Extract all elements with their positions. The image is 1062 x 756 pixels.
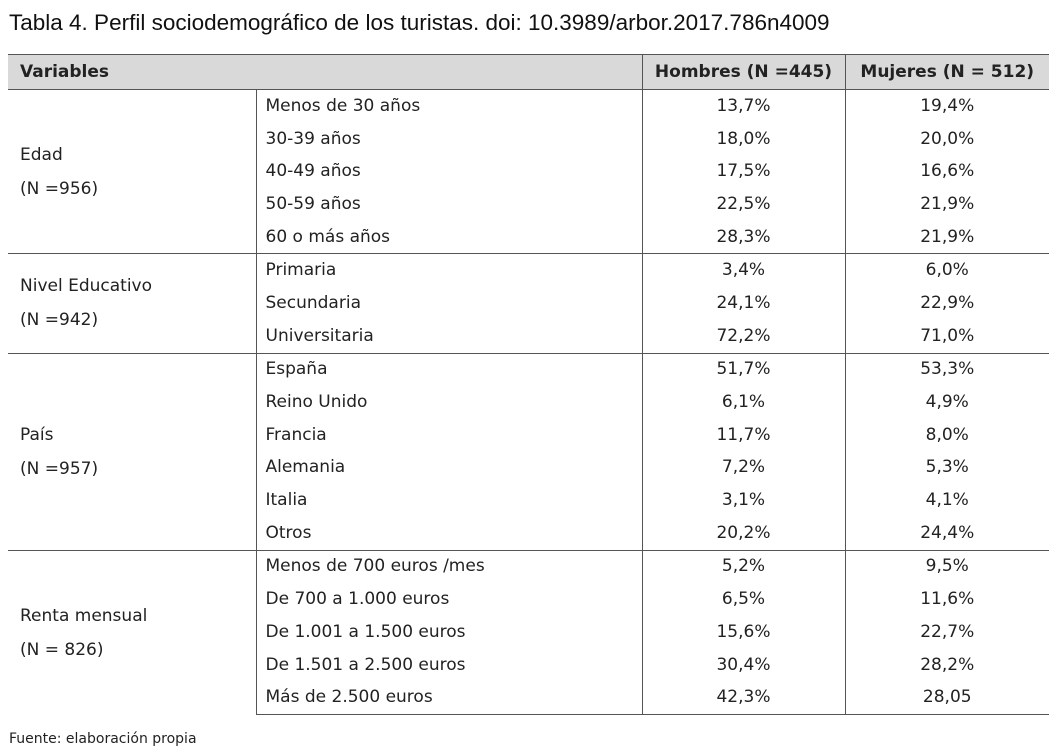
row-label: España [256, 352, 642, 387]
group-name: Renta mensual [20, 605, 148, 626]
row-label: Francia [265, 424, 327, 445]
hombres-value: 30,4% [641, 648, 845, 682]
hombres-value: 11,7% [641, 418, 845, 452]
row-label: Alemania [265, 457, 346, 478]
mujeres-value: 6,0% [844, 253, 1049, 288]
table-row: País (N =957) España 51,7% 53,3% [8, 352, 1049, 551]
header-hombres: Hombres (N =445) [641, 54, 845, 90]
mujeres-value: 4,1% [844, 484, 1049, 517]
hombres-value: 6,1% [641, 386, 845, 419]
group-cell: Nivel Educativo (N =942) [8, 253, 257, 353]
source-note: Fuente: elaboración propia [9, 731, 197, 747]
row-label: 50-59 años [265, 193, 361, 214]
header-row: Variables Hombres (N =445) Mujeres (N = … [8, 54, 1049, 90]
table-row: De 1.001 a 1.500 euros 15,6% 22,7% [8, 616, 1049, 649]
table-row: Secundaria 24,1% 22,9% [8, 287, 1049, 320]
group-cell: País (N =957) [8, 352, 257, 551]
table-row: Edad (N =956) Menos de 30 años 13,7% 19,4% [8, 88, 1049, 254]
mujeres-value: 8,0% [844, 418, 1049, 452]
table-row: Otros 20,2% 24,4% [8, 516, 1049, 551]
group-cell: Renta mensual (N = 826) [8, 549, 257, 715]
hombres-value: 22,5% [641, 188, 845, 221]
hombres-value: 7,2% [641, 451, 845, 485]
hombres-value: 18,0% [641, 122, 845, 156]
mujeres-value: 11,6% [844, 583, 1049, 616]
table-row: Nivel Educativo (N =942) Primaria 3,4% 6,0% [8, 253, 1049, 353]
mujeres-value: 9,5% [844, 549, 1049, 584]
mujeres-value: 28,2% [844, 648, 1049, 682]
row-label: 60 o más años [256, 220, 642, 255]
hombres-value: 13,7% [641, 88, 845, 123]
hombres-value: 17,5% [641, 155, 845, 189]
group-cell: Edad (N =956) [8, 88, 257, 254]
row-label: Universitaria [256, 319, 642, 354]
table-row: Francia 11,7% 8,0% [8, 418, 1049, 452]
table-row: 30-39 años 18,0% 20,0% [8, 122, 1049, 156]
hombres-value: 72,2% [641, 319, 845, 354]
hombres-value: 3,4% [641, 253, 845, 288]
table-row: Reino Unido 6,1% 4,9% [8, 386, 1049, 419]
table-title: Tabla 4. Perfil sociodemográfico de los … [9, 10, 830, 35]
row-label: Secundaria [265, 292, 361, 313]
row-label: Menos de 30 años [256, 88, 642, 123]
hombres-value: 3,1% [641, 484, 845, 517]
table-row: Renta mensual (N = 826) Menos de 700 euros… [8, 549, 1049, 715]
row-label: De 1.001 a 1.500 euros [265, 621, 466, 642]
row-label: Más de 2.500 euros [256, 681, 642, 716]
sociodemographic-table: Variables Hombres (N =445) Mujeres (N = … [8, 54, 1049, 716]
table-row: Más de 2.500 euros 42,3% 28,05 [8, 681, 1049, 716]
mujeres-value: 71,0% [844, 319, 1049, 354]
table-row: 50-59 años 22,5% 21,9% [8, 188, 1049, 221]
table-row: De 700 a 1.000 euros 6,5% 11,6% [8, 583, 1049, 616]
header-variables: Variables [8, 54, 642, 90]
group-name: País [20, 424, 54, 445]
hombres-value: 24,1% [641, 287, 845, 320]
group-count: (N =942) [20, 310, 99, 331]
row-label: De 1.501 a 2.500 euros [265, 654, 466, 675]
mujeres-value: 24,4% [844, 516, 1049, 551]
table-row: De 1.501 a 2.500 euros 30,4% 28,2% [8, 648, 1049, 682]
hombres-value: 15,6% [641, 616, 845, 649]
group-count: (N = 826) [20, 639, 104, 660]
table-header: Variables Hombres (N =445) Mujeres (N = … [8, 54, 1049, 90]
hombres-value: 28,3% [641, 220, 845, 255]
table-body: Edad (N =956) Menos de 30 años 13,7% 19,4% 30… [8, 88, 1049, 716]
row-label: Primaria [256, 253, 642, 288]
hombres-value: 51,7% [641, 352, 845, 387]
group-count: (N =957) [20, 458, 99, 479]
hombres-value: 5,2% [641, 549, 845, 584]
table-row: 60 o más años 28,3% 21,9% [8, 220, 1049, 255]
table-row: Universitaria 72,2% 71,0% [8, 319, 1049, 354]
group-count: (N =956) [20, 178, 99, 199]
hombres-value: 42,3% [641, 681, 845, 716]
mujeres-value: 53,3% [844, 352, 1049, 387]
group-name: Nivel Educativo [20, 276, 153, 297]
row-label: 30-39 años [265, 128, 361, 149]
row-label: Menos de 700 euros /mes [256, 549, 642, 584]
mujeres-value: 22,7% [844, 616, 1049, 649]
row-label: Reino Unido [265, 392, 368, 413]
row-label: Otros [256, 516, 642, 551]
table-row: Italia 3,1% 4,1% [8, 484, 1049, 517]
mujeres-value: 22,9% [844, 287, 1049, 320]
hombres-value: 6,5% [641, 583, 845, 616]
mujeres-value: 21,9% [844, 220, 1049, 255]
mujeres-value: 28,05 [844, 681, 1049, 716]
header-mujeres: Mujeres (N = 512) [844, 54, 1049, 90]
row-label: 40-49 años [265, 161, 361, 182]
mujeres-value: 21,9% [844, 188, 1049, 221]
hombres-value: 20,2% [641, 516, 845, 551]
mujeres-value: 19,4% [844, 88, 1049, 123]
mujeres-value: 5,3% [844, 451, 1049, 485]
table-row: Alemania 7,2% 5,3% [8, 451, 1049, 485]
mujeres-value: 20,0% [844, 122, 1049, 156]
group-name: Edad [20, 144, 63, 165]
mujeres-value: 16,6% [844, 155, 1049, 189]
row-label: De 700 a 1.000 euros [265, 589, 450, 610]
table-row: 40-49 años 17,5% 16,6% [8, 155, 1049, 189]
row-label: Italia [265, 490, 308, 511]
mujeres-value: 4,9% [844, 386, 1049, 419]
